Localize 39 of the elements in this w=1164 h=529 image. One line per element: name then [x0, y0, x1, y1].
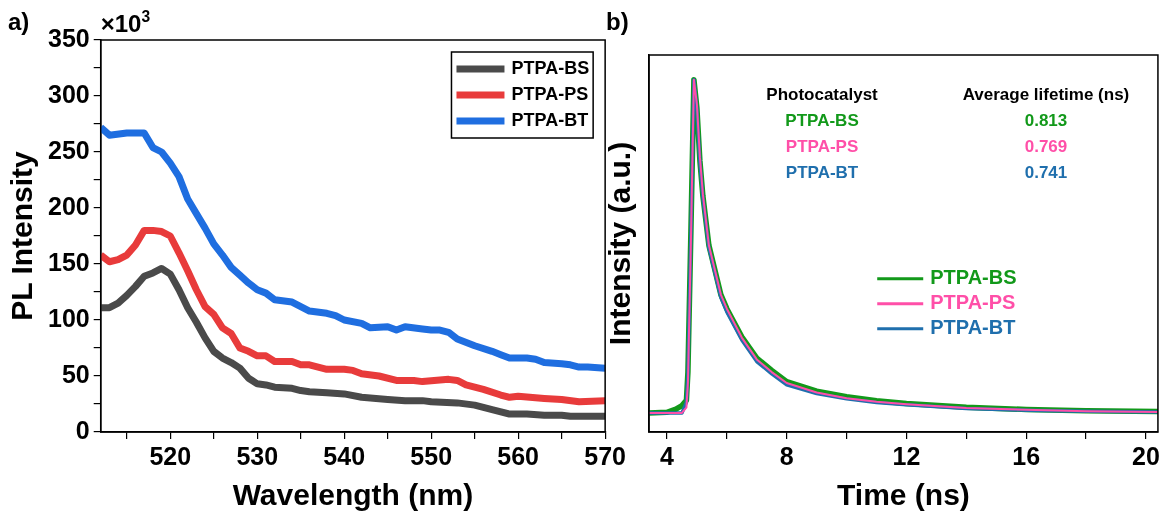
- y-tick-label: 300: [47, 79, 90, 108]
- x-tick-label: 20: [1132, 441, 1160, 470]
- y-tick-label: 250: [47, 135, 90, 164]
- annotation: Average lifetime (ns): [962, 84, 1130, 104]
- x-tick-label: 530: [236, 441, 279, 470]
- legend-label: PTPA-BT: [511, 109, 589, 130]
- x-tick-label: 12: [892, 441, 921, 470]
- legend-label: PTPA-BT: [930, 316, 1016, 339]
- y-tick-label: 50: [61, 359, 90, 388]
- x-tick-label: 16: [1012, 441, 1041, 470]
- x-tick-label: 550: [410, 441, 453, 470]
- annotation: PTPA-BS: [785, 110, 859, 130]
- y-axis-title: Intensity (a.u.): [603, 141, 637, 346]
- x-axis-title: Wavelength (nm): [232, 478, 474, 512]
- x-tick-label: 570: [584, 441, 626, 470]
- annotation: 0.813: [1024, 110, 1068, 130]
- annotation: PTPA-PS: [785, 136, 859, 156]
- y-tick-label: 150: [47, 247, 90, 276]
- chart-title: a): [8, 8, 30, 35]
- annotation: PTPA-BT: [785, 162, 859, 182]
- legend-label: PTPA-BS: [511, 57, 590, 78]
- legend-label: PTPA-PS: [930, 291, 1016, 314]
- x-tick-label: 560: [497, 441, 540, 470]
- x-tick-label: 4: [660, 441, 675, 470]
- annotation: 0.769: [1024, 136, 1068, 156]
- annotation: Photocatalyst: [766, 84, 879, 104]
- x-tick-label: 8: [779, 441, 794, 470]
- chart-title: b): [606, 8, 629, 35]
- legend-label: PTPA-PS: [511, 83, 589, 104]
- y-axis-title: PL Intensity: [5, 150, 39, 321]
- y-tick-label: 0: [75, 415, 90, 444]
- x-tick-label: 520: [149, 441, 192, 470]
- y-tick-label: 350: [47, 23, 90, 52]
- x-axis-title: Time (ns): [837, 478, 970, 512]
- legend-label: PTPA-BS: [930, 266, 1017, 289]
- y-tick-label: 200: [47, 191, 90, 220]
- x-tick-label: 540: [323, 441, 366, 470]
- y-tick-label: 100: [47, 303, 90, 332]
- annotation: 0.741: [1024, 162, 1068, 182]
